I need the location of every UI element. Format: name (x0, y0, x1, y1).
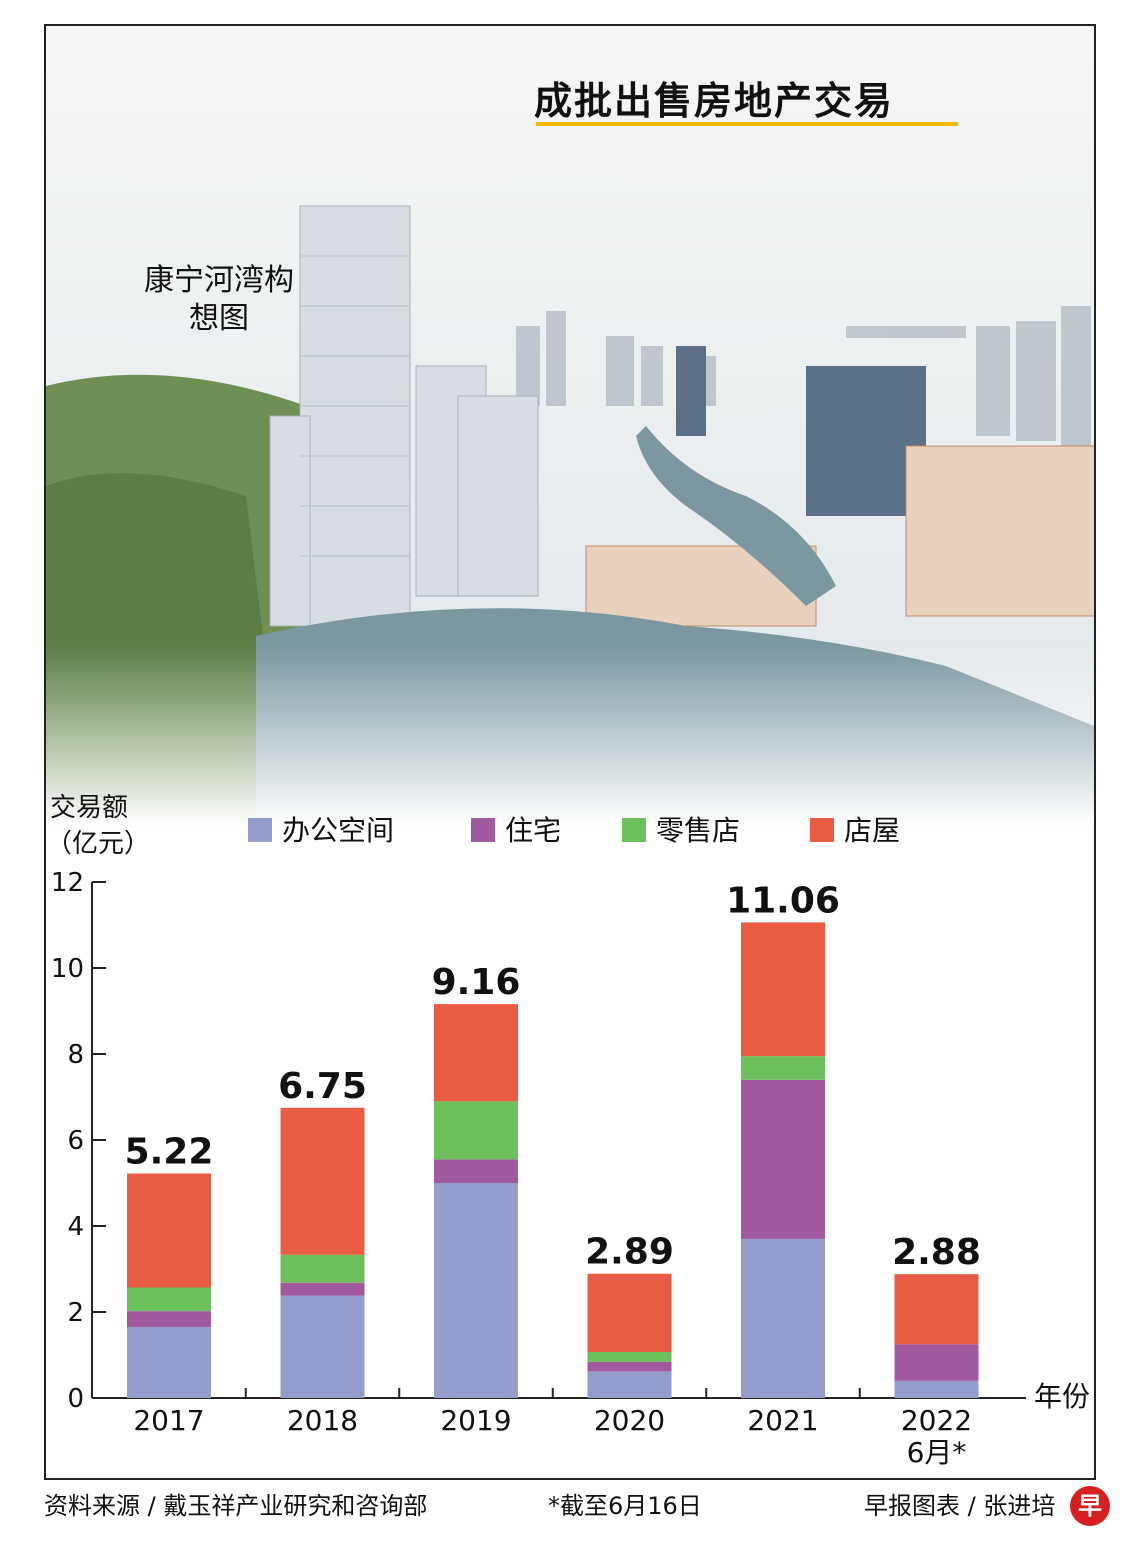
bar-2018-retail (280, 1254, 365, 1283)
total-label-2018: 6.75 (278, 1066, 367, 1107)
bar-2022-shophouse (894, 1274, 979, 1345)
bar-2020-office (587, 1371, 672, 1398)
legend-label-residential: 住宅 (505, 814, 561, 847)
legend-label-shophouse: 店屋 (844, 814, 900, 847)
total-label-2017: 5.22 (125, 1132, 214, 1173)
legend-swatch-shophouse (810, 818, 834, 842)
y-tick-label-0: 0 (67, 1384, 84, 1414)
bar-2021-shophouse (741, 922, 825, 1057)
cutoff-note: *截至6月16日 (548, 1492, 702, 1520)
source-note: 资料来源 / 戴玉祥产业研究和咨询部 (44, 1492, 428, 1520)
zaobao-logo: 早 (1070, 1486, 1110, 1526)
bar-2017-office (127, 1327, 211, 1398)
total-label-2020: 2.89 (585, 1232, 674, 1273)
bar-2020-shophouse (587, 1273, 672, 1352)
title-underline (536, 122, 958, 126)
total-label-2019: 9.16 (432, 962, 521, 1003)
x-tick-label-2017: 2017 (133, 1404, 204, 1437)
photo-caption: 康宁河湾构想图 (144, 263, 294, 336)
y-tick-label-12: 12 (51, 868, 84, 898)
bar-2017-retail (127, 1287, 211, 1312)
x-axis-title: 年份 (1034, 1380, 1090, 1413)
x-tick-label-2018: 2018 (287, 1404, 358, 1437)
chart-title: 成批出售房地产交易 (534, 79, 895, 123)
bar-2022-residential (894, 1344, 979, 1381)
legend-label-office: 办公空间 (282, 814, 394, 847)
bar-2018-residential (280, 1282, 365, 1296)
bar-2019-shophouse (434, 1004, 518, 1102)
x-tick-label-2020: 2020 (594, 1404, 665, 1437)
y-axis-unit: （亿元） (46, 829, 150, 859)
infographic-frame: 成批出售房地产交易 康宁河湾构想图 交易额 （亿元） 办公空间 住宅 零售店 店屋 0 2 4 6… (44, 24, 1096, 1480)
legend-swatch-office (248, 818, 272, 842)
bar-2019-retail (434, 1101, 518, 1160)
y-tick-label-8: 8 (67, 1040, 84, 1070)
total-label-2021: 11.06 (726, 880, 840, 921)
x-tick-label-2019: 2019 (440, 1404, 511, 1437)
bar-2020-residential (587, 1361, 672, 1372)
footer: 资料来源 / 戴玉祥产业研究和咨询部 *截至6月16日 早报图表 / 张进培 (44, 1486, 1096, 1526)
y-tick-label-10: 10 (51, 954, 84, 984)
bar-2020-retail (587, 1351, 672, 1362)
legend-label-retail: 零售店 (656, 814, 740, 847)
bar-2017-residential (127, 1311, 211, 1328)
skyline-photo (46, 26, 1094, 826)
stacked-bar-chart: 交易额 （亿元） 办公空间 住宅 零售店 店屋 0 2 4 6 8 10 12 年份 5.22 2017 6.7… (46, 793, 1090, 1469)
bar-2018-shophouse (280, 1107, 365, 1255)
bar-2021-retail (741, 1056, 825, 1080)
bar-2021-residential (741, 1079, 825, 1239)
legend-swatch-residential (471, 818, 495, 842)
bar-2018-office (280, 1295, 365, 1398)
y-tick-label-6: 6 (67, 1126, 84, 1156)
y-tick-label-4: 4 (67, 1212, 84, 1242)
x-tick-label-2021: 2021 (747, 1404, 818, 1437)
total-label-2022: 2.88 (892, 1232, 981, 1273)
bar-2022-office (894, 1380, 979, 1398)
y-axis-title: 交易额 (50, 793, 128, 823)
bar-2017-shophouse (127, 1173, 211, 1288)
bar-2019-residential (434, 1159, 518, 1183)
bar-2019-office (434, 1183, 518, 1398)
bar-2021-office (741, 1238, 825, 1398)
y-tick-label-2: 2 (67, 1298, 84, 1328)
credit-note: 早报图表 / 张进培 (864, 1492, 1056, 1520)
x-tick-label-2022: 2022 (901, 1404, 972, 1437)
legend-swatch-retail (622, 818, 646, 842)
x-tick-sublabel-2022: 6月* (907, 1436, 967, 1469)
